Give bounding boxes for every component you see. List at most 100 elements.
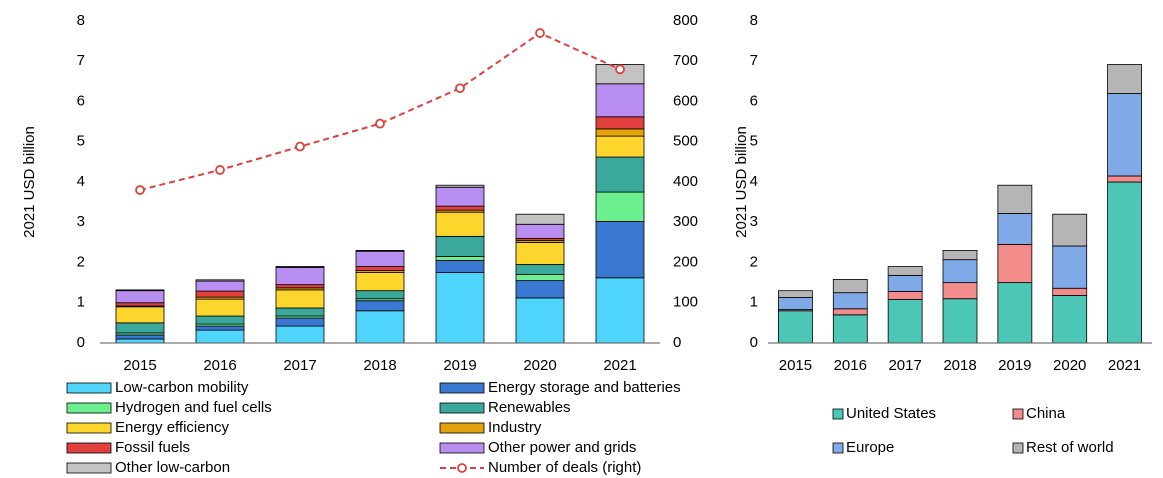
x-tick-label: 2019 <box>998 357 1031 374</box>
y-tick-label: 5 <box>77 133 85 150</box>
bar-segment <box>1052 295 1088 344</box>
legend-label: Energy storage and batteries <box>488 379 681 396</box>
bar-segment <box>595 83 645 118</box>
legend-label: Rest of world <box>1026 439 1114 456</box>
y-axis-label: 2021 USD billion <box>21 126 38 238</box>
bar-segment <box>115 306 165 324</box>
legend-swatch <box>439 382 485 394</box>
bar-segment <box>195 290 245 298</box>
bar-segment <box>887 299 923 344</box>
bar-segment <box>515 223 565 239</box>
y2-tick-label: 200 <box>673 253 698 270</box>
y2-tick-label: 700 <box>673 52 698 69</box>
deals-marker <box>295 141 305 152</box>
bar-segment <box>832 279 868 294</box>
bar-segment <box>778 297 813 310</box>
bar-segment <box>887 274 923 292</box>
legend-swatch <box>1012 442 1024 454</box>
bar-segment <box>275 266 325 286</box>
x-tick-label: 2017 <box>888 357 921 374</box>
bar-segment <box>515 297 565 344</box>
x-tick-label: 2019 <box>443 357 476 374</box>
y-tick-label: 4 <box>750 173 758 190</box>
bar-segment <box>195 280 245 292</box>
bar-segment <box>595 221 645 279</box>
y2-tick-label: 600 <box>673 92 698 109</box>
bar-segment <box>942 250 978 261</box>
bar-segment <box>778 290 813 298</box>
bar-segment <box>778 310 813 344</box>
bar-segment <box>275 289 325 309</box>
bar-segment <box>595 191 645 222</box>
legend-label: Other low-carbon <box>115 459 230 476</box>
bar-segment <box>355 250 405 267</box>
y-tick-label: 3 <box>77 213 85 230</box>
legend-swatch <box>66 402 112 414</box>
x-tick-label: 2016 <box>203 357 236 374</box>
bar-segment <box>515 280 565 299</box>
legend-swatch <box>439 442 485 454</box>
bar-segment <box>595 156 645 193</box>
bar-segment <box>997 184 1033 214</box>
bar-segment <box>355 290 405 300</box>
bar-segment <box>887 266 923 276</box>
legend-label: Low-carbon mobility <box>115 379 249 396</box>
bar-segment <box>1107 93 1142 177</box>
deals-marker <box>535 28 545 38</box>
bar-segment <box>435 211 485 237</box>
bar-segment <box>275 317 325 327</box>
bar-segment <box>115 322 165 334</box>
y-tick-label: 7 <box>77 52 85 69</box>
bar-segment <box>435 272 485 344</box>
legend-swatch <box>832 408 844 420</box>
bar-segment <box>115 338 165 344</box>
legend-label: Renewables <box>488 399 571 416</box>
bar-segment <box>435 256 485 261</box>
y-axis-label: 2021 USD billion <box>733 126 750 238</box>
y-tick-label: 2 <box>750 253 758 270</box>
bar-segment <box>435 235 485 257</box>
bar-segment <box>195 315 245 325</box>
bar-segment <box>275 325 325 344</box>
legend-label: Europe <box>846 439 894 456</box>
bar-segment <box>942 282 978 300</box>
x-tick-label: 2015 <box>123 357 156 374</box>
bar-segment <box>435 184 485 188</box>
bar-segment <box>997 243 1033 284</box>
deals-marker <box>215 165 225 175</box>
bar-segment <box>355 310 405 344</box>
bar-segment <box>515 264 565 275</box>
y2-tick-label: 500 <box>673 133 698 150</box>
deals-marker <box>455 83 465 94</box>
legend-label: Fossil fuels <box>115 439 190 456</box>
legend-label: Energy efficiency <box>115 419 229 436</box>
bar-segment <box>195 329 245 344</box>
bar-segment <box>435 205 485 211</box>
bar-segment <box>595 116 645 130</box>
bar-segment <box>997 282 1033 344</box>
y-tick-label: 3 <box>750 213 758 230</box>
bar-segment <box>595 128 645 137</box>
y-tick-label: 1 <box>77 294 85 311</box>
bar-segment <box>887 291 923 300</box>
bar-segment <box>115 302 165 307</box>
legend-marker <box>457 463 467 473</box>
bar-segment <box>275 307 325 317</box>
bar-segment <box>275 284 325 289</box>
bar-segment <box>195 279 245 282</box>
x-tick-label: 2018 <box>943 357 976 374</box>
bar-segment <box>942 259 978 284</box>
x-tick-label: 2020 <box>1053 357 1086 374</box>
y-tick-label: 1 <box>750 294 758 311</box>
bar-segment <box>355 250 405 252</box>
bar-segment <box>942 298 978 344</box>
y2-tick-label: 100 <box>673 294 698 311</box>
bar-segment <box>595 135 645 158</box>
deals-marker <box>135 185 145 195</box>
x-tick-label: 2016 <box>834 357 867 374</box>
bar-segment <box>832 308 868 316</box>
legend-swatch <box>66 442 112 454</box>
bar-segment <box>1107 64 1142 94</box>
bar-segment <box>195 325 245 331</box>
